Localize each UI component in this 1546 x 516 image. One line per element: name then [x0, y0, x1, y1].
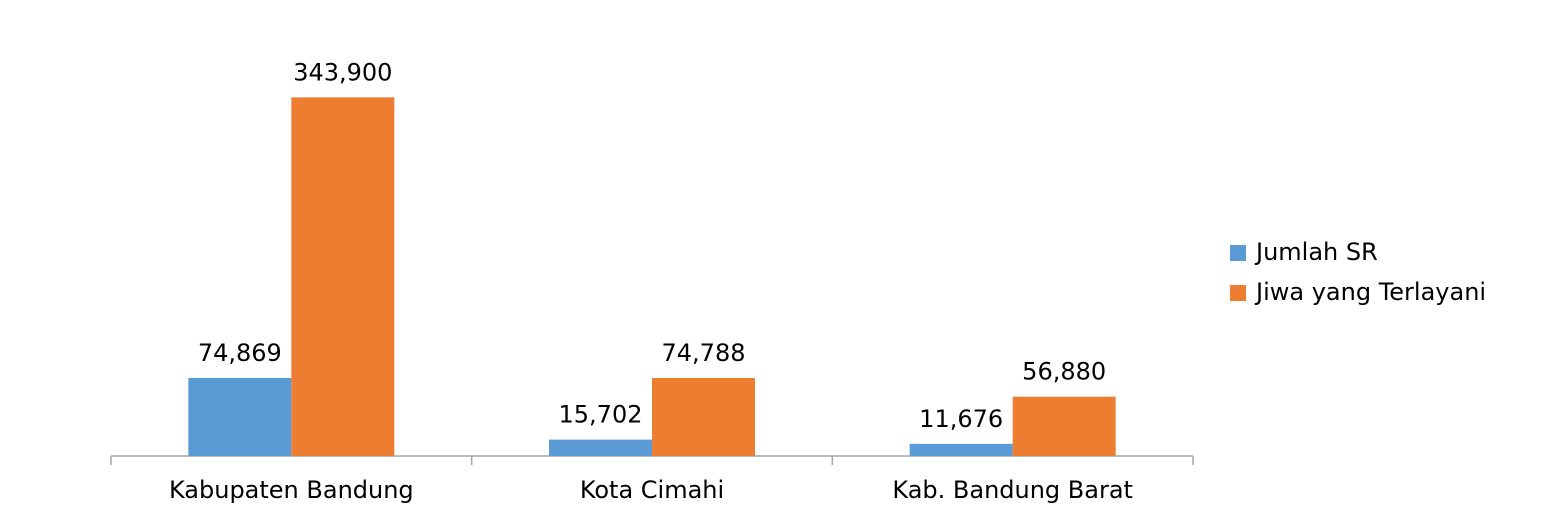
legend-label: Jumlah SR	[1254, 238, 1378, 266]
value-label: 56,880	[1022, 358, 1106, 386]
bar	[188, 377, 292, 456]
bar	[909, 443, 1013, 456]
x-tick-label: Kabupaten Bandung	[169, 476, 414, 504]
bar	[291, 97, 395, 457]
value-label: 74,869	[198, 339, 282, 367]
value-label: 15,702	[559, 401, 643, 429]
bar	[549, 439, 652, 456]
legend-swatch	[1230, 285, 1246, 301]
bar	[652, 378, 755, 456]
value-label: 74,788	[662, 339, 746, 367]
legend-label: Jiwa yang Terlayani	[1254, 278, 1486, 306]
x-tick-label: Kota Cimahi	[580, 476, 724, 504]
value-label: 343,900	[293, 58, 392, 86]
bar	[1012, 396, 1116, 456]
value-label: 11,676	[919, 405, 1003, 433]
x-tick-label: Kab. Bandung Barat	[892, 476, 1133, 504]
legend-swatch	[1230, 245, 1246, 261]
